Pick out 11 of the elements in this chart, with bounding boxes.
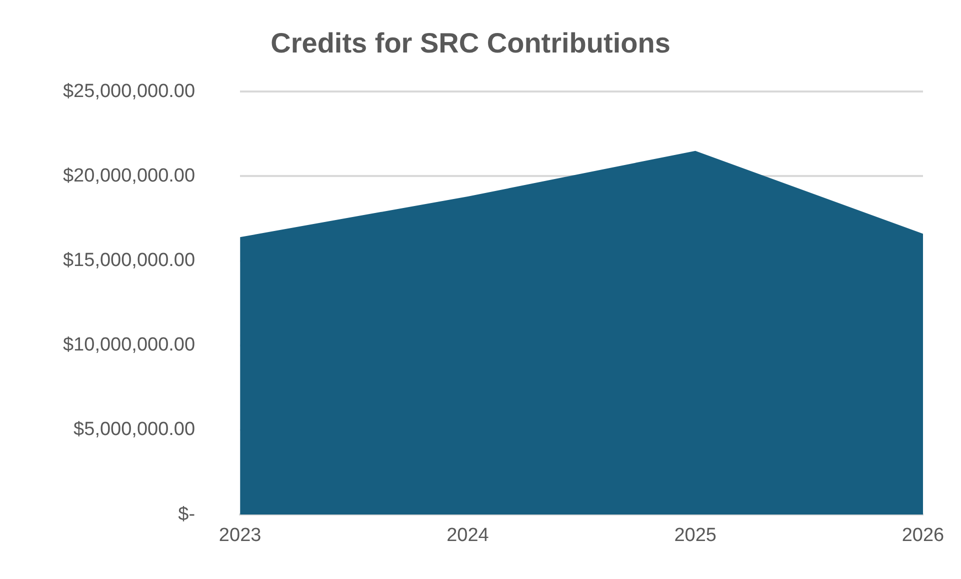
x-tick-label: 2025	[674, 525, 716, 546]
y-tick-label: $15,000,000.00	[62, 250, 196, 272]
x-tick-label: 2024	[446, 525, 490, 546]
chart-title: Credits for SRC Contributions	[270, 28, 670, 59]
y-tick-label: $-	[178, 504, 196, 525]
y-tick-label: $5,000,000.00	[74, 419, 196, 440]
x-tick-label: 2026	[902, 525, 944, 546]
y-tick-label: $25,000,000.00	[62, 80, 196, 102]
x-tick-label: 2023	[218, 525, 262, 546]
y-tick-label: $20,000,000.00	[62, 165, 196, 186]
y-tick-label: $10,000,000.00	[62, 334, 196, 356]
